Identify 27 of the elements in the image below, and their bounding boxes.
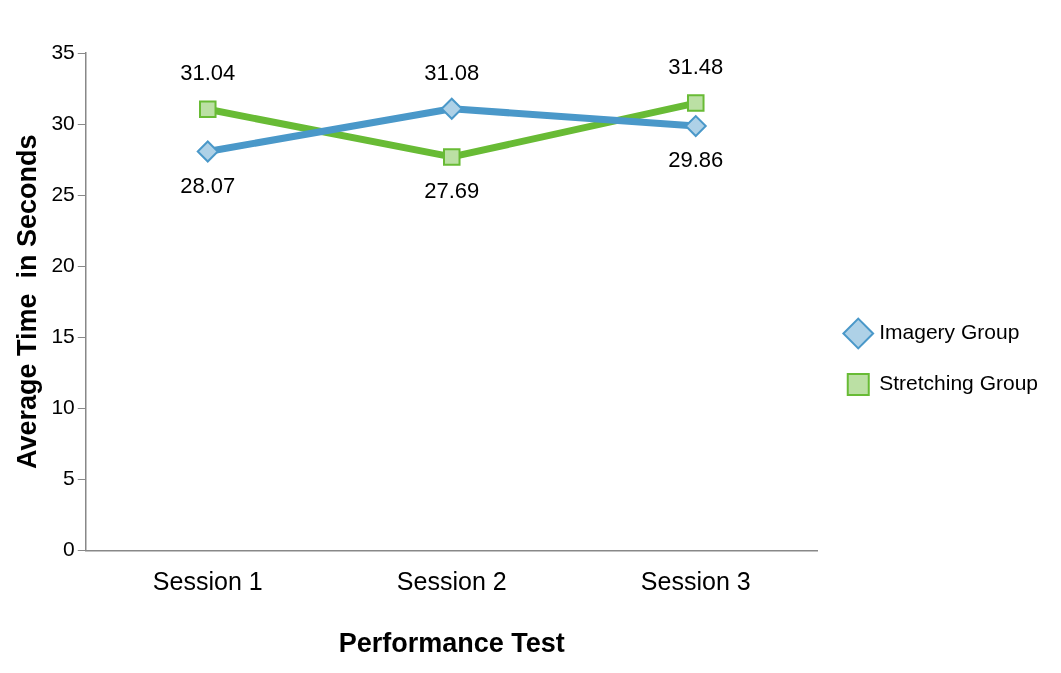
data-label: 28.07 [180,172,236,198]
y-axis-title: Average Time in Seconds [11,134,42,470]
x-tick-label: Session 3 [640,567,751,596]
point [686,94,705,112]
legend-label: Imagery Group [879,320,1020,344]
y-tick-label: 20 [51,253,75,277]
point [196,140,219,163]
point [198,100,217,119]
point [442,148,461,166]
y-tick-label: 25 [51,181,75,205]
y-tick-label: 35 [51,39,75,63]
data-label: 27.69 [424,177,480,203]
y-tick-label: 15 [51,324,75,348]
legend-label: Stretching Group [879,371,1039,395]
y-tick-label: 5 [63,466,75,490]
x-tick-label: Session 2 [396,567,507,596]
x-axis-title: Performance Test [338,628,565,659]
data-label: 31.04 [180,60,236,86]
y-tick-label: 30 [51,110,75,134]
y-tick-label: 10 [51,395,75,419]
data-label: 29.86 [668,147,724,173]
x-tick-label: Session 1 [152,567,263,596]
y-tick-label: 0 [63,537,75,561]
data-label: 31.48 [668,54,724,80]
point [440,97,463,120]
data-label: 31.08 [424,59,480,85]
point [684,115,707,138]
